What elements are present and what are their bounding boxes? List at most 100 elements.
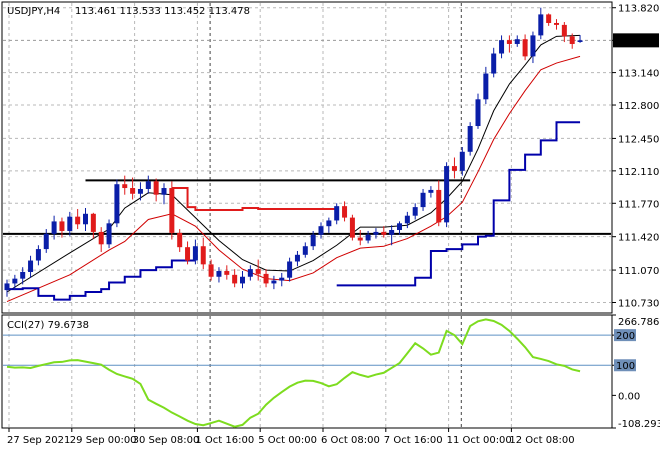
time-label: 29 Sep 00:00: [70, 435, 137, 446]
candle-bear: [177, 232, 183, 248]
candle-bull: [397, 223, 402, 231]
cci-level-tag: [614, 359, 636, 372]
time-label: 30 Sep 08:00: [133, 435, 200, 446]
candle-bull: [51, 221, 57, 234]
cci-axis: 266.7866 200 100 0.00 -108.2932: [612, 314, 660, 430]
candle-bull: [420, 192, 426, 208]
candle-bull: [43, 233, 49, 250]
candle-bull: [161, 188, 167, 195]
candle-bear: [75, 216, 81, 225]
price-tick-label: 113.820: [618, 4, 659, 15]
time-label: 5 Oct 00:00: [258, 435, 317, 446]
candle-bear: [130, 188, 136, 194]
cci-tick-label: 266.7866: [618, 317, 660, 328]
candle-bull: [428, 189, 434, 193]
cci-lines: [6, 318, 581, 428]
candle-bear: [200, 246, 206, 265]
candle-bear: [569, 36, 575, 44]
candle-bull: [404, 215, 410, 224]
candle-bull: [106, 223, 112, 245]
candle-bull: [538, 14, 544, 36]
trailing-stop-red: [171, 187, 337, 211]
candle-bear: [554, 22, 559, 25]
candle-bear: [185, 247, 191, 261]
candle-bull: [467, 126, 473, 152]
candle-bull: [310, 234, 316, 247]
candle-bear: [357, 237, 363, 241]
candle-bull: [514, 39, 520, 44]
candle-bull: [114, 184, 120, 224]
candle-bear: [224, 271, 230, 275]
price-tick-label: 110.730: [618, 299, 659, 310]
price-tick-label: 113.140: [618, 69, 659, 80]
candle-bull: [530, 35, 536, 57]
candle-bull: [145, 181, 151, 189]
price-tick-label: 112.800: [618, 101, 659, 112]
candle-bull: [137, 188, 143, 194]
price-tick-label: 111.770: [618, 199, 659, 210]
candle-bull: [271, 280, 277, 284]
candle-bull: [192, 246, 198, 261]
candle-bull: [294, 254, 300, 262]
candle-bear: [561, 24, 567, 37]
ma-black-line: [6, 34, 581, 293]
time-label: 7 Oct 16:00: [384, 435, 443, 446]
candle-bull: [35, 249, 41, 261]
candle-bear: [381, 231, 387, 235]
candle-bull: [389, 230, 395, 235]
price-tick-label: 111.070: [618, 266, 659, 277]
indicator-overlays: [3, 34, 611, 303]
candle-bull: [240, 276, 245, 284]
candle-bear: [255, 269, 261, 274]
candle-bull: [216, 271, 222, 277]
candle-bull: [318, 226, 324, 235]
candle-bull: [20, 271, 26, 279]
price-tick-label: 112.450: [618, 134, 659, 145]
cci-pane[interactable]: 266.7866 200 100 0.00 -108.2932 CCI(27) 79.6…: [1, 314, 660, 430]
candle-bear: [349, 217, 355, 238]
candle-bull: [28, 260, 34, 272]
cci-tick-label: -108.2932: [618, 419, 660, 430]
candle-bull: [373, 231, 379, 235]
time-label: 12 Oct 08:00: [509, 435, 574, 446]
price-axis: 113.820 113.478 113.140 112.800 112.450 112.1…: [612, 4, 659, 310]
time-label: 6 Oct 08:00: [321, 435, 380, 446]
candle-bull: [365, 234, 371, 241]
time-label: 11 Oct 00:00: [447, 435, 512, 446]
ma-red-line: [6, 55, 581, 303]
candle-bull: [4, 283, 10, 291]
cci-grid: [3, 316, 611, 427]
candle-bear: [90, 213, 96, 232]
candle-bull: [459, 151, 465, 171]
price-tick-label: 111.420: [618, 233, 659, 244]
time-label: 27 Sep 2021: [7, 435, 70, 446]
current-price-label: 113.478: [617, 36, 658, 47]
trailing-stop-blue: [7, 259, 196, 301]
price-pane[interactable]: 113.820 113.478 113.140 112.800 112.450 112.1…: [1, 1, 659, 314]
cci-label: CCI(27) 79.6738: [7, 320, 89, 331]
candle-bear: [522, 39, 528, 57]
candle-bear: [169, 188, 175, 233]
candle-bear: [263, 273, 269, 284]
candle-bear: [122, 184, 128, 189]
price-tick-label: 112.110: [618, 167, 659, 178]
cci-level-label: 100: [616, 361, 635, 372]
cci-pane-frame: [1, 314, 613, 429]
candle-bull: [326, 220, 332, 227]
candle-bull: [334, 206, 340, 221]
cci-tick-label: 0.00: [618, 391, 640, 402]
ohlc-label: 113.461 113.533 113.452 113.478: [75, 6, 250, 17]
candle-bear: [98, 231, 104, 245]
candle-bull: [83, 213, 88, 225]
candles: [4, 7, 583, 297]
candle-bear: [436, 189, 442, 223]
candle-bear: [232, 274, 238, 284]
candle-bull: [12, 278, 18, 284]
candle-bear: [153, 181, 159, 195]
candle-bull: [491, 53, 497, 74]
candle-bull: [475, 99, 481, 127]
cci-line: [6, 318, 581, 428]
